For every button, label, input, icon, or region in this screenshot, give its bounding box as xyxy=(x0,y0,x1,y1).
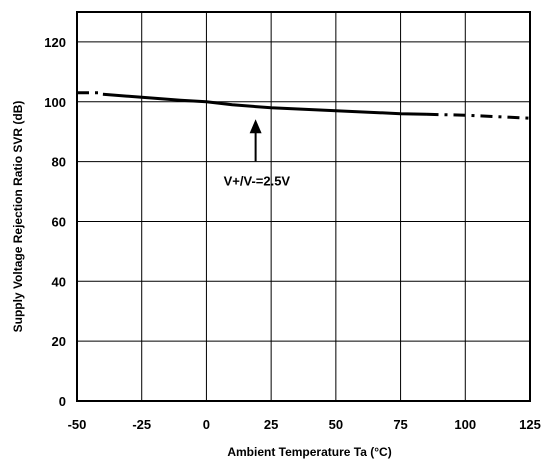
x-tick-label: 50 xyxy=(329,417,343,432)
x-tick-label: 125 xyxy=(519,417,541,432)
y-tick-label: 120 xyxy=(44,35,66,50)
x-tick-label: 25 xyxy=(264,417,278,432)
x-tick-label: 75 xyxy=(393,417,407,432)
series-line-solid xyxy=(102,92,427,116)
annotation-arrowhead xyxy=(249,119,262,134)
x-tick-label: 0 xyxy=(203,417,210,432)
annotation-label: V+/V-=2.5V xyxy=(224,173,291,188)
series-group xyxy=(77,91,531,120)
y-tick-label: 20 xyxy=(52,334,66,349)
x-tick-label: 100 xyxy=(454,417,476,432)
x-tick-label: -25 xyxy=(132,417,151,432)
y-tick-label: 40 xyxy=(52,274,66,289)
x-tick-label: -50 xyxy=(68,417,87,432)
grid xyxy=(77,11,530,401)
x-tick-labels: -50 -25 0 25 50 75 100 125 xyxy=(68,417,541,432)
y-axis-label: Supply Voltage Rejection Ratio SVR (dB) xyxy=(11,101,25,333)
y-tick-label: 0 xyxy=(59,394,66,409)
annotation: V+/V-=2.5V xyxy=(224,119,291,188)
series-line-dashed xyxy=(426,112,531,120)
y-tick-label: 60 xyxy=(52,214,66,229)
plot-frame xyxy=(76,11,531,402)
y-tick-label: 100 xyxy=(44,95,66,110)
y-tick-label: 80 xyxy=(52,155,66,170)
x-axis-label: Ambient Temperature Ta (°C) xyxy=(227,445,391,459)
y-tick-labels: 0 20 40 60 80 100 120 xyxy=(44,35,66,409)
